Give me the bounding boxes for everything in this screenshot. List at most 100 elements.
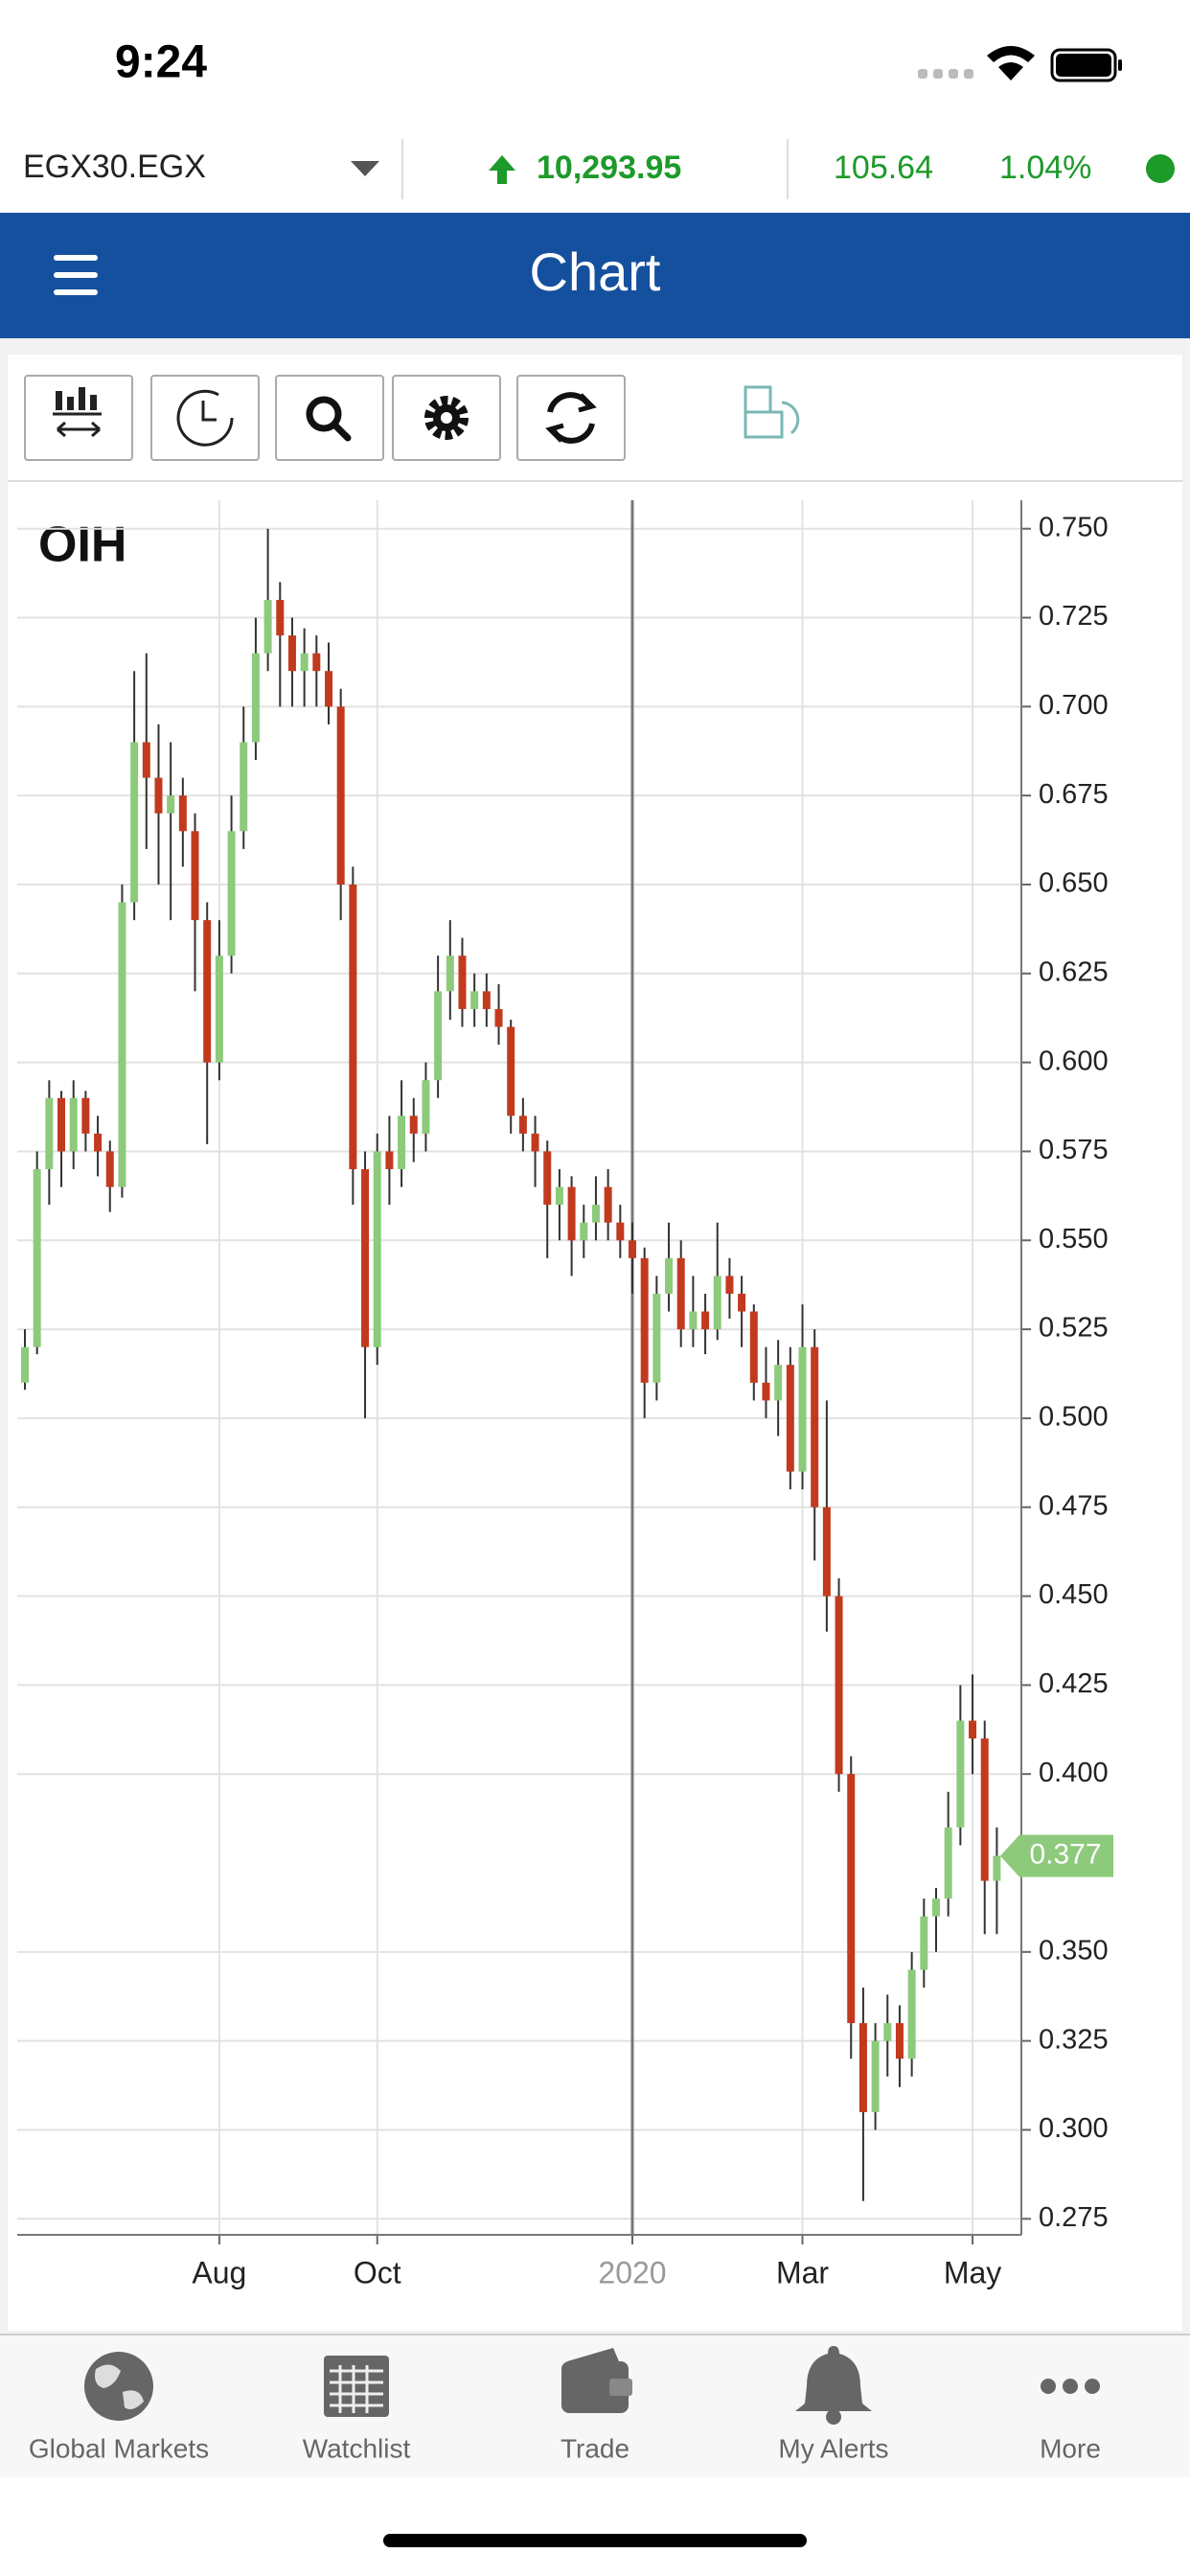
tab-label: My Alerts	[778, 2433, 888, 2463]
global-markets-tab[interactable]: Global Markets	[29, 2352, 209, 2463]
candle-body	[811, 1346, 819, 1507]
x-tick-label: Aug	[192, 2255, 246, 2289]
candle-body	[300, 653, 309, 672]
candle-body	[847, 1774, 856, 2024]
candle-body	[105, 1151, 114, 1187]
y-tick-label: 0.750	[1039, 512, 1109, 542]
tab-label: More	[1040, 2433, 1101, 2463]
candle-body	[494, 1008, 503, 1027]
candle-body	[616, 1222, 625, 1241]
candle-body	[786, 1365, 794, 1472]
y-tick-label: 0.350	[1039, 1935, 1109, 1966]
dropdown-arrow[interactable]	[351, 161, 379, 176]
layout-toggle-icon[interactable]	[744, 385, 800, 439]
settings-button[interactable]	[392, 375, 501, 461]
status-time: 9:24	[115, 37, 207, 88]
y-tick-label: 0.625	[1039, 956, 1109, 987]
x-tick-label: Oct	[354, 2255, 401, 2289]
y-tick-label: 0.550	[1039, 1224, 1109, 1254]
candle-body	[980, 1738, 989, 1881]
candle-body	[336, 706, 345, 885]
candle-body	[762, 1382, 770, 1401]
candle-body	[349, 884, 357, 1170]
candle-body	[251, 653, 260, 743]
y-tick-label: 0.300	[1039, 2113, 1109, 2144]
candle-body	[325, 671, 332, 707]
battery-icon	[1050, 48, 1117, 82]
menu-button[interactable]	[54, 255, 98, 295]
battery-tip	[1118, 59, 1122, 71]
candle-body	[591, 1205, 600, 1223]
candle-body	[956, 1720, 965, 1828]
candle-body	[507, 1026, 515, 1116]
candle-body	[458, 955, 467, 1009]
trade-tab[interactable]: Trade	[561, 2348, 632, 2463]
chart-title: OIH	[38, 518, 126, 573]
dot	[1085, 2379, 1100, 2394]
wallet-icon	[561, 2361, 629, 2413]
candle-body	[154, 777, 163, 814]
candle-body	[203, 920, 212, 1063]
y-tick-label: 0.650	[1039, 868, 1109, 899]
candle-body	[446, 955, 454, 992]
tab-label: Trade	[561, 2433, 629, 2463]
candle-body	[227, 831, 236, 956]
candle-body	[81, 1097, 90, 1134]
candle-body	[774, 1365, 783, 1401]
candle-body	[629, 1240, 636, 1258]
candle-body	[676, 1257, 685, 1330]
market-status-dot	[1146, 154, 1175, 183]
candle-body	[57, 1097, 66, 1152]
candle-body	[518, 1116, 527, 1134]
period-button[interactable]	[150, 375, 260, 461]
tab-label: Watchlist	[303, 2433, 411, 2463]
zoom-button[interactable]	[275, 375, 384, 461]
candle-body	[883, 2023, 892, 2041]
candle-body	[858, 2023, 867, 2112]
candle-body	[725, 1276, 734, 1294]
tab-label: Global Markets	[29, 2433, 209, 2463]
ticker-symbol[interactable]: EGX30.EGX	[23, 149, 206, 185]
candle-body	[713, 1276, 721, 1330]
candle-body	[287, 635, 296, 672]
x-tick-label: Mar	[776, 2255, 829, 2289]
candle-body	[94, 1133, 103, 1152]
y-tick-label: 0.700	[1039, 690, 1109, 721]
y-tick-label: 0.725	[1039, 601, 1109, 632]
candle-body	[215, 955, 223, 1063]
more-tab[interactable]: More	[1040, 2379, 1101, 2463]
candle-body	[895, 2023, 904, 2059]
calendar-icon	[324, 2356, 389, 2417]
y-tick-label: 0.275	[1039, 2202, 1109, 2233]
watchlist-tab[interactable]: Watchlist	[303, 2356, 411, 2463]
y-tick-label: 0.450	[1039, 1579, 1109, 1610]
last-price-tag	[1000, 1834, 1113, 1877]
candle-body	[944, 1827, 952, 1899]
candle-body	[178, 795, 187, 832]
candle-body	[434, 991, 443, 1081]
candle-body	[45, 1097, 54, 1170]
y-tick-label: 0.675	[1039, 779, 1109, 810]
last-price-label: 0.377	[1029, 1839, 1101, 1871]
y-tick-label: 0.325	[1039, 2024, 1109, 2055]
candle-body	[531, 1133, 539, 1152]
my-alerts-tab[interactable]: My Alerts	[778, 2346, 889, 2463]
candle-body	[385, 1151, 394, 1170]
wifi-icon	[987, 46, 1035, 80]
candle-body	[907, 1969, 916, 2059]
candle-body	[822, 1506, 831, 1597]
candle-body	[118, 902, 126, 1187]
candle-body	[701, 1311, 710, 1330]
candle-body	[555, 1186, 563, 1206]
candle-body	[69, 1097, 78, 1152]
x-tick-label: May	[944, 2255, 1001, 2289]
candle-body	[191, 831, 199, 921]
y-tick-label: 0.400	[1039, 1758, 1109, 1788]
candle-body	[470, 991, 479, 1009]
candle-body	[665, 1257, 674, 1294]
candle-body	[567, 1186, 576, 1241]
refresh-button[interactable]	[516, 375, 626, 461]
candle-body	[142, 742, 150, 778]
chart-type-button[interactable]	[24, 375, 133, 461]
